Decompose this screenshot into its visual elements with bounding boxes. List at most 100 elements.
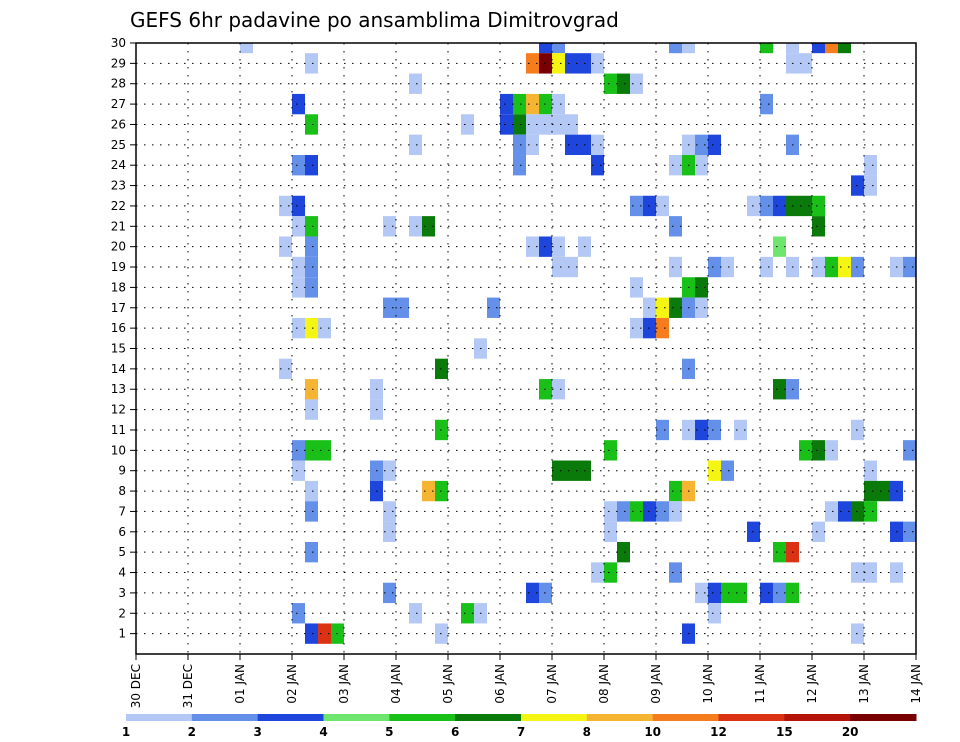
heatmap-cell <box>604 562 617 583</box>
heatmap-cell <box>409 216 422 237</box>
heatmap-cell <box>422 480 435 502</box>
heatmap-cell <box>318 623 331 644</box>
heatmap-cell <box>760 195 773 217</box>
heatmap-cell <box>812 195 825 217</box>
heatmap-cell <box>656 419 669 441</box>
heatmap-cell <box>695 297 708 318</box>
colorbar-swatch <box>784 714 851 721</box>
heatmap-cell <box>240 43 253 54</box>
heatmap-cell <box>305 501 318 522</box>
heatmap-cell <box>825 256 838 278</box>
heatmap-cell <box>292 317 305 339</box>
colorbar-swatch <box>652 714 719 721</box>
heatmap-cell <box>552 460 565 481</box>
heatmap-cell <box>773 379 786 400</box>
heatmap-cell <box>604 501 617 522</box>
heatmap-cell <box>292 256 305 278</box>
heatmap-cell <box>292 155 305 176</box>
heatmap-cell <box>565 256 578 278</box>
y-tick-label: 30 <box>111 36 126 50</box>
y-tick-label: 27 <box>111 97 126 111</box>
colorbar-label: 6 <box>451 725 459 739</box>
x-tick-label: 30 DEC <box>129 664 143 708</box>
y-tick-label: 5 <box>118 545 126 559</box>
chart-title: GEFS 6hr padavine po ansamblima Dimitrov… <box>130 8 619 32</box>
heatmap-cell <box>903 440 916 461</box>
heatmap-cell <box>825 43 838 54</box>
heatmap-cell <box>773 582 786 604</box>
heatmap-cell <box>708 419 721 441</box>
heatmap-cell <box>760 43 773 54</box>
colorbar-swatch <box>718 714 785 721</box>
colorbar-label: 7 <box>517 725 525 739</box>
y-tick-label: 16 <box>111 321 126 335</box>
y-tick-label: 20 <box>111 240 126 254</box>
heatmap-cell <box>669 216 682 237</box>
heatmap-cell <box>617 73 630 94</box>
heatmap-cell <box>812 43 825 54</box>
x-tick-label: 02 JAN <box>285 664 299 704</box>
x-tick-label: 09 JAN <box>649 664 663 704</box>
heatmap-cell <box>617 541 630 563</box>
heatmap-cell <box>552 43 565 54</box>
y-tick-label: 3 <box>118 586 126 600</box>
heatmap-cell <box>292 216 305 237</box>
heatmap-cell <box>799 440 812 461</box>
colorbar-swatch <box>257 714 324 721</box>
colorbar-label: 8 <box>583 725 591 739</box>
y-tick-label: 7 <box>118 504 126 518</box>
heatmap-cell <box>292 440 305 461</box>
heatmap-cell <box>604 73 617 94</box>
heatmap-cell <box>292 603 305 624</box>
heatmap-cell <box>604 521 617 542</box>
y-tick-label: 10 <box>111 443 126 457</box>
colorbar-label: 20 <box>842 725 859 739</box>
heatmap-cell <box>669 297 682 318</box>
heatmap-cell <box>305 440 318 461</box>
heatmap-cell <box>630 277 643 298</box>
colorbar-label: 10 <box>644 725 661 739</box>
heatmap-cell <box>461 114 474 135</box>
heatmap-cell <box>721 582 734 604</box>
heatmap-cell <box>409 603 422 624</box>
colorbar-swatch <box>455 714 522 721</box>
heatmap-cell <box>877 480 890 502</box>
heatmap-cell <box>292 93 305 115</box>
heatmap-cell <box>383 521 396 542</box>
heatmap-cell <box>279 236 292 257</box>
heatmap-cell <box>513 134 526 156</box>
heatmap-cell <box>721 256 734 278</box>
y-tick-label: 21 <box>111 219 126 233</box>
heatmap-cell <box>552 114 565 135</box>
y-tick-label: 26 <box>111 117 126 131</box>
colorbar-label: 5 <box>385 725 393 739</box>
y-tick-label: 23 <box>111 179 126 193</box>
heatmap-cell <box>292 460 305 481</box>
colorbar-swatch <box>389 714 456 721</box>
heatmap-cell <box>383 297 396 318</box>
y-tick-label: 17 <box>111 301 126 315</box>
y-tick-label: 19 <box>111 260 126 274</box>
x-tick-label: 06 JAN <box>493 664 507 704</box>
heatmap-cell <box>630 501 643 522</box>
y-tick-label: 1 <box>118 627 126 641</box>
heatmap-cell <box>292 195 305 217</box>
heatmap-cell <box>526 582 539 604</box>
heatmap-cell <box>708 134 721 156</box>
heatmap-cell <box>825 440 838 461</box>
heatmap-cell <box>305 399 318 420</box>
heatmap-cell <box>864 501 877 522</box>
heatmap-cell <box>539 43 552 54</box>
heatmap-cell <box>669 155 682 176</box>
heatmap-cell <box>383 582 396 604</box>
heatmap-cell <box>864 480 877 502</box>
heatmap-cell <box>279 195 292 217</box>
heatmap-cell <box>552 93 565 115</box>
colorbar-swatch <box>850 714 917 721</box>
heatmap-cell <box>513 155 526 176</box>
heatmap-cell <box>513 93 526 115</box>
heatmap-cell <box>396 297 409 318</box>
heatmap-cell <box>695 134 708 156</box>
heatmap-cell <box>305 379 318 400</box>
